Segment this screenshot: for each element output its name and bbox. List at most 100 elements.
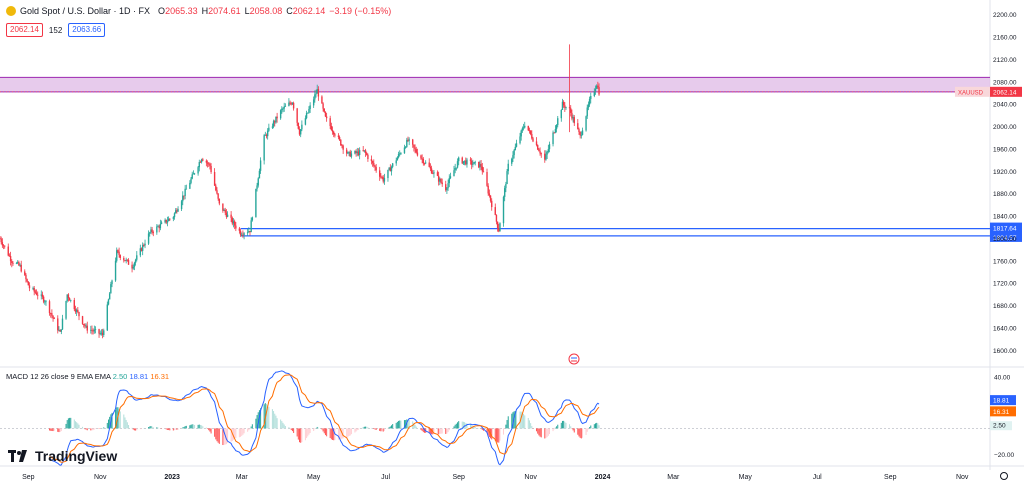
macd-line[interactable] [49,370,600,466]
candle-body [321,96,323,104]
signal-line[interactable] [49,374,600,463]
candle-body [519,136,521,144]
signal-last-tag-label: 16.31 [993,409,1010,416]
candle-body [565,107,567,108]
candle-body [317,89,320,97]
candle-body [276,116,278,119]
candle-body [416,152,419,156]
candle-body [93,329,96,332]
candle-body [98,329,100,334]
macd-legend[interactable]: MACD 12 26 close 9 EMA EMA 2.50 18.81 16… [6,372,169,381]
candle-body [488,193,491,196]
candle-body [347,152,349,154]
candle-body [362,150,364,151]
candle-body [520,130,522,137]
price-tick-label: 1600.00 [993,348,1017,355]
candle-body [489,195,492,201]
candle-body [455,167,458,169]
price-tick-label: 2200.00 [993,12,1017,19]
candle-body [586,107,588,117]
candle-body [399,153,401,155]
candle-body [480,163,482,167]
settings-gear-icon[interactable] [1000,472,1008,480]
candle-body [108,293,111,300]
sell-price-button[interactable]: 2062.14 [6,23,43,37]
candle-body [581,130,584,135]
candle-body [116,250,118,261]
candle-body [342,145,344,150]
candle-body [18,262,20,266]
candle-body [65,300,67,319]
candle-body [136,255,138,260]
time-axis-label: Nov [94,474,107,481]
candle-body [45,301,47,303]
candle-body [210,165,212,173]
candle-body [66,294,68,301]
candle-body [259,160,262,171]
candle-body [218,198,221,204]
high-value: 2074.61 [208,6,241,16]
candle-body [481,166,483,172]
candle-body [449,176,452,179]
candle-body [537,145,539,150]
candle-body [34,291,37,293]
candle-body [316,89,318,94]
price-tick-label: 1680.00 [993,303,1017,310]
gold-symbol-icon [6,6,16,16]
macd-last-tag-label: 18.81 [993,398,1010,405]
candle-body [149,232,151,234]
candle-body [298,128,301,135]
price-series[interactable] [0,44,600,339]
candle-body [15,263,18,264]
candle-body [100,332,103,334]
time-axis-label: 2023 [164,474,180,481]
candle-body [461,157,463,164]
candle-body [538,149,540,152]
candle-body [381,176,383,178]
candle-body [59,330,61,332]
candle-body [172,217,175,219]
candle-body [78,312,80,317]
candle-body [570,108,572,113]
tradingview-logo[interactable]: TradingView [8,448,117,464]
candle-body [482,171,485,173]
time-axis-label: Nov [956,474,969,481]
close-label: C [286,6,293,16]
candle-body [238,228,241,231]
candle-body [430,168,433,174]
candle-body [597,85,599,88]
close-value: 2062.14 [292,6,326,16]
price-tick-label: 2160.00 [993,35,1017,42]
candle-body [496,221,499,228]
candle-body [123,257,125,261]
candle-body [472,164,474,165]
buy-price-button[interactable]: 2063.66 [68,23,106,37]
candle-body [454,168,456,171]
price-tick-label: 1840.00 [993,214,1017,221]
candle-body [48,301,51,314]
candle-body [57,318,59,331]
resistance-zone[interactable] [0,77,990,92]
candle-body [420,155,422,159]
candle-body [571,112,573,119]
symbol-title[interactable]: Gold Spot / U.S. Dollar · 1D · FX [20,6,151,16]
candle-body [139,248,142,256]
candle-body [263,135,265,161]
chart-legend: Gold Spot / U.S. Dollar · 1D · FX O2065.… [6,6,395,16]
candle-body [513,150,515,156]
candle-body [580,134,583,136]
candle-body [382,177,384,182]
candle-body [200,159,203,163]
candle-body [255,188,257,218]
candle-body [560,109,562,119]
events-icon[interactable] [568,353,580,365]
candle-body [182,195,184,202]
candle-body [193,173,196,175]
candle-body [44,301,46,303]
candle-body [107,299,110,305]
candle-body [61,318,64,330]
candle-body [404,146,407,148]
candle-body [312,99,315,106]
candle-body [224,209,226,213]
